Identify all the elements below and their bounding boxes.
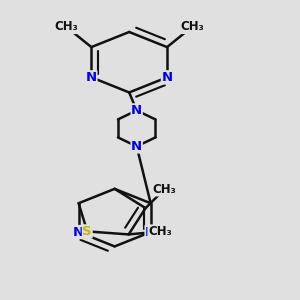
Text: S: S bbox=[82, 225, 92, 238]
Text: N: N bbox=[86, 71, 97, 84]
Text: N: N bbox=[131, 104, 142, 117]
Text: N: N bbox=[161, 71, 172, 84]
Text: CH₃: CH₃ bbox=[148, 225, 172, 238]
Text: N: N bbox=[73, 226, 84, 238]
Text: N: N bbox=[131, 140, 142, 153]
Text: CH₃: CH₃ bbox=[55, 20, 78, 34]
Text: N: N bbox=[145, 226, 156, 238]
Text: CH₃: CH₃ bbox=[152, 183, 176, 196]
Text: CH₃: CH₃ bbox=[180, 20, 204, 34]
